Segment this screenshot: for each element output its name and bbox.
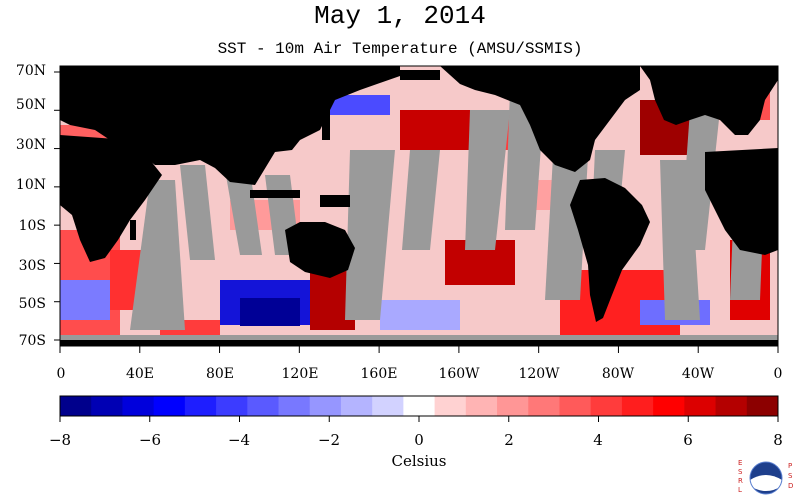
svg-text:P: P <box>788 462 792 470</box>
colorbar-tick-label: −6 <box>138 431 162 449</box>
colorbar-tick-label: 2 <box>504 431 514 449</box>
colorbar-tick-label: 6 <box>683 431 693 449</box>
colorbar-swatch <box>590 396 623 416</box>
colorbar-swatch <box>184 396 217 416</box>
colorbar-swatches <box>60 396 779 416</box>
lat-label-30n: 30N <box>15 137 46 153</box>
colorbar-swatch <box>340 396 373 416</box>
colorbar-tick-label: −4 <box>227 431 251 449</box>
colorbar-swatch <box>528 396 560 416</box>
svg-text:D: D <box>788 482 793 490</box>
land-africa <box>60 135 162 262</box>
colorbar-swatch <box>278 396 311 416</box>
colorbar-swatch <box>122 396 155 416</box>
colorbar-swatch <box>434 396 467 416</box>
lat-label-10s: 10S <box>18 218 46 234</box>
colorbar-swatch <box>91 396 123 416</box>
land-north-america <box>440 66 640 172</box>
colorbar-swatch <box>60 396 92 416</box>
map-frame <box>59 65 779 347</box>
lat-label-10n: 10N <box>15 177 46 193</box>
colorbar-swatch <box>403 396 436 416</box>
svg-text:S: S <box>788 472 793 480</box>
lat-label-50n: 50N <box>15 97 46 113</box>
colorbar-tick-label: 8 <box>773 431 783 449</box>
colorbar-swatch <box>247 396 280 416</box>
colorbar-swatch <box>715 396 748 416</box>
colorbar-swatch <box>746 396 779 416</box>
colorbar-tick-label: −2 <box>317 431 341 449</box>
lon-label-160w: 160W <box>438 366 480 382</box>
colorbar-tick-label: −8 <box>48 431 72 449</box>
colorbar-ticks <box>59 416 779 422</box>
svg-text:L: L <box>738 486 742 494</box>
lon-label-0-left: 0 <box>56 366 66 382</box>
esrl-vertical-text: E S R L <box>738 459 743 494</box>
colorbar-swatch <box>559 396 592 416</box>
colorbar-swatch <box>309 396 342 416</box>
colorbar <box>59 395 779 422</box>
land-australia <box>285 222 355 278</box>
lon-label-80e: 80E <box>205 366 235 382</box>
land-south-america <box>570 178 650 322</box>
land-antarctica <box>60 340 778 346</box>
map-ticks <box>54 71 779 353</box>
psd-vertical-text: P S D <box>788 462 793 490</box>
map-title: May 1, 2014 <box>314 1 486 31</box>
lon-label-0-right: 0 <box>773 366 783 382</box>
lon-label-120w: 120W <box>518 366 560 382</box>
colorbar-swatch <box>653 396 685 416</box>
lat-label-50s: 50S <box>18 296 46 312</box>
lon-label-40e: 40E <box>125 366 155 382</box>
colorbar-swatch <box>684 396 717 416</box>
svg-text:R: R <box>738 477 743 485</box>
svg-text:S: S <box>738 468 743 476</box>
lon-label-40w: 40W <box>681 366 715 382</box>
colorbar-swatch <box>465 396 498 416</box>
colorbar-swatch <box>621 396 654 416</box>
land-masses <box>60 66 778 346</box>
colorbar-tick-label: 4 <box>593 431 603 449</box>
svg-text:E: E <box>738 459 742 467</box>
colorbar-swatch <box>497 396 529 416</box>
noaa-esrl-psd-logo: E S R L P S D <box>738 459 793 495</box>
lon-label-80w: 80W <box>601 366 635 382</box>
colorbar-swatch <box>216 396 248 416</box>
lat-label-70n: 70N <box>15 63 46 79</box>
lat-label-70s: 70S <box>18 333 46 349</box>
colorbar-swatch <box>372 396 404 416</box>
lon-label-120e: 120E <box>281 366 319 382</box>
colorbar-tick-label: 0 <box>414 431 424 449</box>
colorbar-swatch <box>153 396 186 416</box>
colorbar-unit-label: Celsius <box>391 452 447 470</box>
map-subtitle: SST - 10m Air Temperature (AMSU/SSMIS) <box>217 40 583 58</box>
lon-label-160e: 160E <box>360 366 398 382</box>
lat-label-30s: 30S <box>18 258 46 274</box>
